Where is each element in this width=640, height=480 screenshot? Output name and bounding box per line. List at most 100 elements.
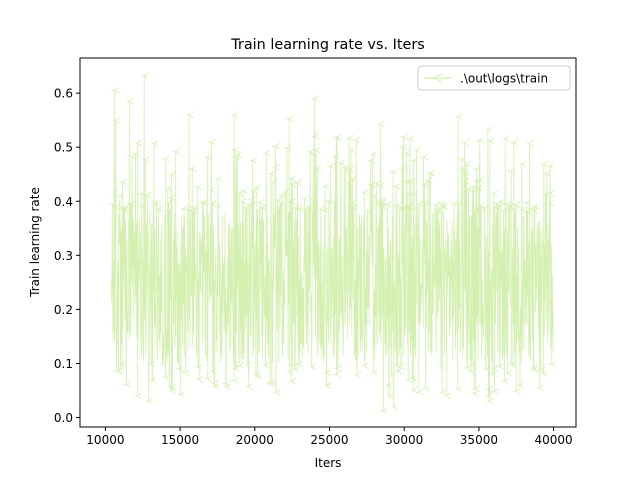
series-marker — [283, 144, 292, 152]
y-axis-label: Train learning rate — [28, 187, 42, 298]
series-marker — [242, 204, 251, 211]
series-marker — [422, 385, 430, 393]
series-marker — [128, 200, 136, 207]
series-marker — [410, 191, 418, 198]
y-tick-label: 0.1 — [54, 357, 73, 371]
series-marker — [408, 177, 416, 185]
series-marker — [476, 137, 485, 144]
legend-marker-sample — [430, 73, 443, 83]
series-marker — [546, 199, 554, 207]
series-marker — [512, 201, 521, 208]
series-marker — [406, 204, 414, 211]
series-marker — [523, 199, 531, 206]
series-marker — [385, 392, 394, 400]
series-marker — [321, 206, 329, 214]
series-marker — [186, 111, 194, 119]
series-marker — [526, 140, 534, 147]
series-marker — [314, 164, 322, 172]
series-marker — [248, 196, 257, 203]
series-marker — [195, 376, 204, 383]
series-marker — [367, 157, 375, 164]
series-marker — [467, 368, 476, 375]
series-marker — [162, 373, 170, 381]
series-marker — [323, 382, 331, 390]
series-marker — [462, 169, 470, 176]
markers-layer — [109, 72, 557, 415]
series-marker — [169, 384, 177, 392]
x-tick-label: 30000 — [385, 433, 423, 447]
series-marker — [249, 157, 257, 164]
series-marker — [259, 204, 267, 211]
series-marker — [370, 369, 378, 376]
series-marker — [388, 372, 396, 380]
series-marker — [439, 389, 447, 397]
series-marker — [416, 200, 424, 208]
series-marker — [277, 200, 285, 207]
series-marker — [134, 392, 142, 400]
series-marker — [236, 362, 245, 369]
series-marker — [132, 150, 140, 158]
series-marker — [454, 113, 463, 120]
series-marker — [460, 164, 468, 172]
series-marker — [345, 179, 353, 187]
series-marker — [384, 201, 392, 208]
series-marker — [435, 207, 443, 215]
series-marker — [334, 365, 342, 372]
series-marker — [138, 190, 146, 198]
series-marker — [513, 388, 521, 395]
series-marker — [244, 205, 252, 213]
series-marker — [214, 175, 223, 183]
legend-series-label: .\out\logs\train — [460, 72, 548, 86]
series-marker — [531, 203, 539, 210]
series-marker — [511, 205, 519, 213]
series-marker — [518, 160, 526, 168]
series-marker — [333, 133, 341, 141]
y-tick-label: 0.4 — [54, 195, 73, 209]
y-tick-label: 0.6 — [54, 87, 73, 101]
series-marker — [353, 371, 362, 379]
series-marker — [393, 182, 401, 190]
series-marker — [286, 368, 294, 376]
series-marker — [190, 204, 199, 212]
series-marker — [495, 203, 503, 210]
series-marker — [311, 95, 319, 102]
series-marker — [306, 207, 315, 215]
series-marker — [543, 169, 551, 177]
series-marker — [172, 148, 180, 156]
series-marker — [469, 361, 477, 369]
y-tick-label: 0.0 — [54, 411, 73, 425]
series-marker — [390, 403, 398, 411]
series-marker — [294, 179, 302, 186]
series-marker — [168, 170, 176, 178]
series-marker — [239, 198, 247, 205]
series-marker — [463, 161, 471, 168]
series-marker — [167, 194, 176, 201]
series-marker — [491, 364, 499, 372]
y-tick-label: 0.3 — [54, 249, 73, 263]
series-marker — [390, 168, 398, 175]
series-marker — [270, 178, 278, 186]
series-marker — [497, 198, 506, 206]
series-marker — [404, 191, 412, 199]
series-marker — [485, 392, 493, 399]
series-marker — [223, 383, 231, 391]
series-marker — [530, 364, 539, 372]
series-marker — [301, 195, 309, 202]
series-marker — [263, 149, 271, 157]
series-marker — [486, 137, 495, 145]
series-marker — [510, 138, 519, 146]
series-marker — [244, 361, 252, 369]
series-marker — [398, 363, 406, 370]
series-marker — [164, 185, 172, 193]
series-marker — [119, 178, 127, 186]
series-marker — [276, 203, 284, 210]
series-marker — [272, 163, 280, 171]
series-marker — [139, 203, 147, 210]
series-marker — [399, 144, 407, 151]
series-marker — [547, 162, 555, 170]
series-marker — [288, 198, 296, 206]
chart-title: Train learning rate vs. Iters — [230, 37, 425, 53]
series-marker — [311, 196, 319, 203]
x-tick-label: 35000 — [460, 433, 498, 447]
series-marker — [437, 362, 446, 370]
